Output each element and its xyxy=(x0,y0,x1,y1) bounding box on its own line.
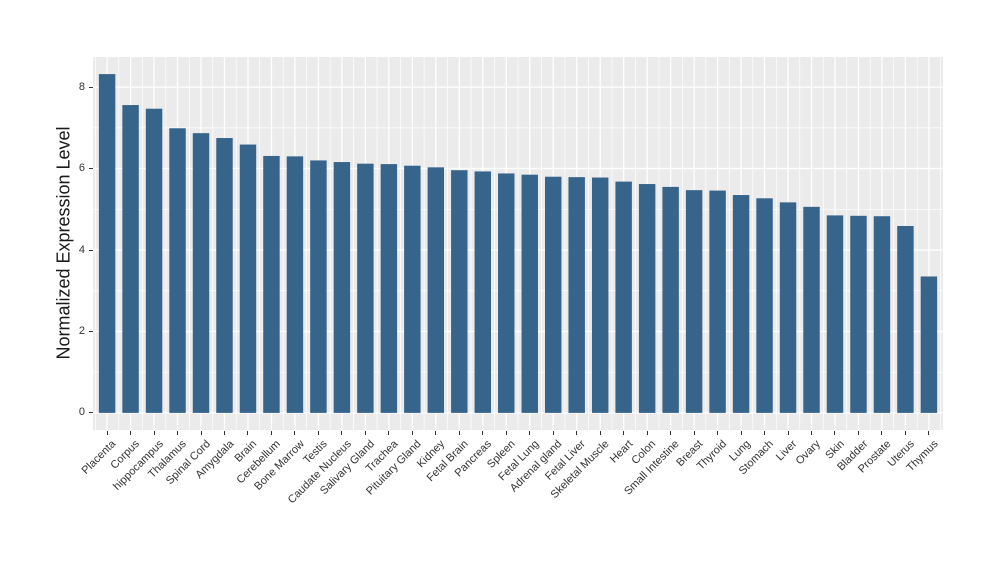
x-tick-mark xyxy=(857,431,859,435)
x-tick-mark xyxy=(599,431,601,435)
bar-thymus xyxy=(920,276,938,413)
x-tick-mark xyxy=(764,431,766,435)
x-tick-mark xyxy=(693,431,695,435)
bar-ovary xyxy=(803,206,820,413)
bar-fetal-liver xyxy=(568,177,585,413)
y-tick-mark xyxy=(89,168,93,170)
x-tick-mark xyxy=(435,431,437,435)
x-tick-mark xyxy=(928,431,930,435)
x-tick-mark xyxy=(247,431,249,435)
x-tick-mark xyxy=(341,431,343,435)
bar-spinal-cord xyxy=(192,133,210,413)
x-tick-mark xyxy=(787,431,789,435)
x-tick-label: Heart xyxy=(607,438,636,466)
y-tick-mark xyxy=(89,249,93,251)
bar-kidney xyxy=(427,167,445,413)
bar-cerebellum xyxy=(263,155,280,413)
x-tick-mark xyxy=(411,431,413,435)
x-tick-mark xyxy=(717,431,719,435)
y-tick-label: 8 xyxy=(78,80,85,93)
x-tick-mark xyxy=(670,431,672,435)
x-tick-mark xyxy=(177,431,179,435)
bar-spleen xyxy=(498,173,515,413)
bar-prostate xyxy=(873,216,891,413)
bar-corpus xyxy=(122,105,139,413)
bar-trachea xyxy=(380,164,398,413)
bar-hippocampus xyxy=(145,108,163,413)
bar-fetal-brain xyxy=(451,170,468,413)
x-tick-mark xyxy=(505,431,507,435)
y-tick-mark xyxy=(89,412,93,414)
bar-salivary-gland xyxy=(357,163,374,413)
x-tick-mark xyxy=(740,431,742,435)
y-tick-mark xyxy=(89,86,93,88)
y-tick-mark xyxy=(89,330,93,332)
bar-small-intestine xyxy=(662,186,679,413)
bar-skin xyxy=(826,215,844,413)
x-tick-mark xyxy=(834,431,836,435)
x-tick-mark xyxy=(223,431,225,435)
bar-stomach xyxy=(756,198,773,413)
bar-fetal-lung xyxy=(521,174,538,413)
bar-bone-marrow xyxy=(286,156,304,413)
x-tick-mark xyxy=(388,431,390,435)
x-tick-mark xyxy=(646,431,648,435)
bar-liver xyxy=(779,202,797,413)
bar-skeletal-muscle xyxy=(591,177,609,413)
bar-heart xyxy=(615,181,632,413)
bars-svg xyxy=(93,57,943,430)
x-tick-mark xyxy=(294,431,296,435)
bar-testis xyxy=(310,160,327,413)
x-tick-mark xyxy=(482,431,484,435)
y-tick-label: 0 xyxy=(78,406,85,419)
x-tick-mark xyxy=(130,431,132,435)
bar-brain xyxy=(239,144,257,413)
x-tick-mark xyxy=(106,431,108,435)
plot-panel xyxy=(93,57,943,430)
x-tick-mark xyxy=(270,431,272,435)
bar-thyroid xyxy=(709,190,726,413)
bar-breast xyxy=(685,190,703,413)
x-tick-mark xyxy=(364,431,366,435)
x-tick-label: Ovary xyxy=(793,438,823,468)
bar-uterus xyxy=(897,225,914,413)
x-tick-mark xyxy=(153,431,155,435)
y-axis-title: Normalized Expression Level xyxy=(53,126,74,360)
bar-amygdala xyxy=(216,138,233,413)
bar-placenta xyxy=(98,74,116,413)
x-tick-mark xyxy=(881,431,883,435)
bar-thalamus xyxy=(169,128,186,413)
x-tick-mark xyxy=(904,431,906,435)
x-tick-mark xyxy=(529,431,531,435)
bar-lung xyxy=(732,195,750,413)
x-tick-mark xyxy=(458,431,460,435)
x-tick-mark xyxy=(576,431,578,435)
y-tick-label: 6 xyxy=(78,162,85,175)
bar-colon xyxy=(638,184,656,413)
bar-bladder xyxy=(850,215,867,413)
y-tick-label: 4 xyxy=(78,243,85,256)
x-tick-mark xyxy=(200,431,202,435)
bar-pituitary-gland xyxy=(404,165,421,413)
x-tick-mark xyxy=(552,431,554,435)
x-tick-mark xyxy=(623,431,625,435)
x-tick-mark xyxy=(317,431,319,435)
bar-caudate-nucleus xyxy=(333,162,351,413)
y-tick-label: 2 xyxy=(78,324,85,337)
bar-pancreas xyxy=(474,171,491,413)
bar-adrenal-gland xyxy=(545,176,562,413)
x-tick-mark xyxy=(811,431,812,435)
